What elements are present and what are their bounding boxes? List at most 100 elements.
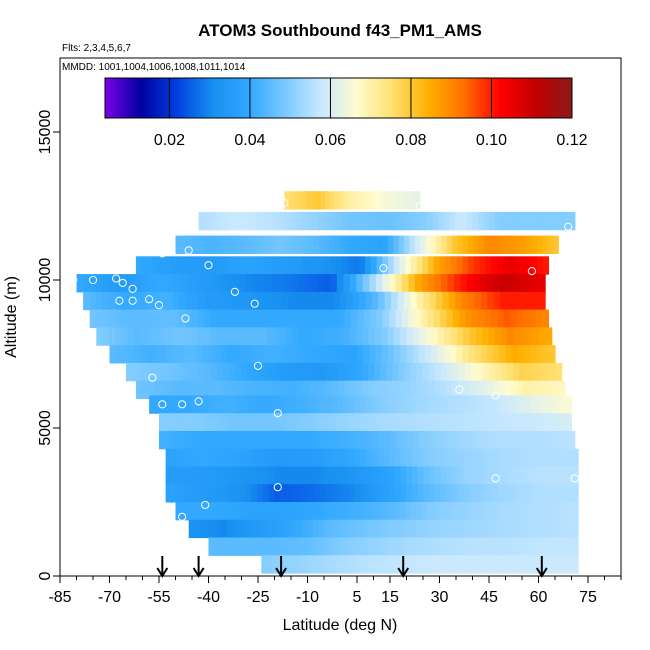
heatmap-cell xyxy=(330,256,338,275)
heatmap-cell xyxy=(132,362,139,382)
heatmap-cell xyxy=(260,327,268,346)
heatmap-cell xyxy=(393,235,400,254)
heatmap-cell xyxy=(465,309,473,328)
heatmap-cell xyxy=(497,413,504,432)
heatmap-cell xyxy=(256,256,263,275)
heatmap-cell xyxy=(499,502,507,521)
heatmap-cell xyxy=(420,235,426,254)
heatmap-cell xyxy=(361,327,369,346)
heatmap-cell xyxy=(244,537,251,556)
heatmap-cell xyxy=(295,537,302,556)
heatmap-cell xyxy=(288,291,296,311)
heatmap-cell xyxy=(394,345,401,364)
heatmap-cell xyxy=(287,502,294,521)
heatmap-cell xyxy=(483,211,490,231)
heatmap-cell xyxy=(434,274,442,293)
heatmap-cell xyxy=(254,395,262,414)
heatmap-cell xyxy=(406,327,414,346)
heatmap-cell xyxy=(361,430,368,450)
heatmap-cell xyxy=(526,235,533,254)
heatmap-cell xyxy=(204,413,212,432)
heatmap-cell xyxy=(326,466,333,485)
heatmap-cell xyxy=(511,430,518,450)
heatmap-cell xyxy=(566,484,573,503)
heatmap-cell xyxy=(453,519,460,539)
x-tick-label: -85 xyxy=(48,589,71,606)
heatmap-cell xyxy=(456,413,464,432)
heatmap-cell xyxy=(452,362,460,382)
heatmap-cell xyxy=(404,235,411,254)
heatmap-cell xyxy=(257,484,264,503)
heatmap-cell xyxy=(377,395,385,414)
heatmap-cell xyxy=(166,395,174,414)
heatmap-cell xyxy=(326,537,333,556)
x-tick-label: -55 xyxy=(147,589,170,606)
heatmap-cell xyxy=(371,448,379,468)
heatmap-cell xyxy=(95,291,103,311)
heatmap-cell xyxy=(213,537,220,556)
heatmap-cell xyxy=(141,256,148,275)
heatmap-cell xyxy=(432,519,439,539)
heatmap-cell xyxy=(231,380,238,399)
heatmap-cell xyxy=(257,448,264,468)
heatmap-cell xyxy=(253,502,260,521)
heatmap-cell xyxy=(509,466,516,485)
heatmap-cell xyxy=(540,430,547,450)
heatmap-cell xyxy=(516,502,523,521)
heatmap-cell xyxy=(172,395,180,414)
heatmap-cell xyxy=(510,309,518,328)
heatmap-cell xyxy=(416,413,424,432)
heatmap-cell xyxy=(488,327,496,346)
heatmap-cell xyxy=(181,502,188,521)
heatmap-cell xyxy=(174,274,182,293)
heatmap-cell xyxy=(440,555,447,574)
heatmap-cell xyxy=(463,380,471,399)
heatmap-cell xyxy=(177,380,185,399)
heatmap-cell xyxy=(523,380,530,399)
heatmap-cell xyxy=(307,413,315,432)
heatmap-cell xyxy=(166,309,174,328)
heatmap-cell xyxy=(354,484,361,503)
heatmap-cell xyxy=(436,291,444,311)
heatmap-cell xyxy=(353,256,360,275)
heatmap-cell xyxy=(336,274,344,293)
heatmap-cell xyxy=(421,274,429,293)
heatmap-cell xyxy=(265,362,272,382)
heatmap-cell xyxy=(311,191,317,210)
heatmap-cell xyxy=(446,362,454,382)
heatmap-cell xyxy=(108,309,116,328)
heatmap-cell xyxy=(544,502,551,521)
heatmap-cell xyxy=(288,191,295,210)
heatmap-cell xyxy=(537,413,544,432)
heatmap-cell xyxy=(447,274,455,293)
heatmap-cell xyxy=(231,395,238,414)
heatmap-cell xyxy=(456,327,464,346)
heatmap-cell xyxy=(415,191,421,210)
heatmap-cell xyxy=(489,235,496,254)
heatmap-cell xyxy=(245,430,252,450)
heatmap-cell xyxy=(96,327,104,346)
heatmap-cell xyxy=(245,274,253,293)
heatmap-cell xyxy=(451,235,458,254)
heatmap-cell xyxy=(225,502,233,521)
heatmap-cell xyxy=(477,555,484,574)
heatmap-cell xyxy=(409,235,416,254)
heatmap-cell xyxy=(278,211,285,231)
heatmap-cell xyxy=(363,345,370,364)
heatmap-cell xyxy=(382,309,390,328)
heatmap-cell xyxy=(464,519,471,539)
heatmap-cell xyxy=(552,537,559,556)
heatmap-cell xyxy=(153,291,161,311)
heatmap-cell xyxy=(414,309,422,328)
sample-point xyxy=(69,275,78,285)
heatmap-cell xyxy=(249,537,256,556)
heatmap-cell xyxy=(532,291,540,311)
heatmap-cell xyxy=(427,380,435,399)
x-tick-label: -70 xyxy=(98,589,121,606)
heatmap-cell xyxy=(531,537,538,556)
heatmap-cell xyxy=(383,395,391,414)
heatmap-cell xyxy=(326,448,333,468)
heatmap-cell xyxy=(262,484,270,503)
heatmap-cell xyxy=(572,537,579,556)
sample-point xyxy=(491,391,500,400)
